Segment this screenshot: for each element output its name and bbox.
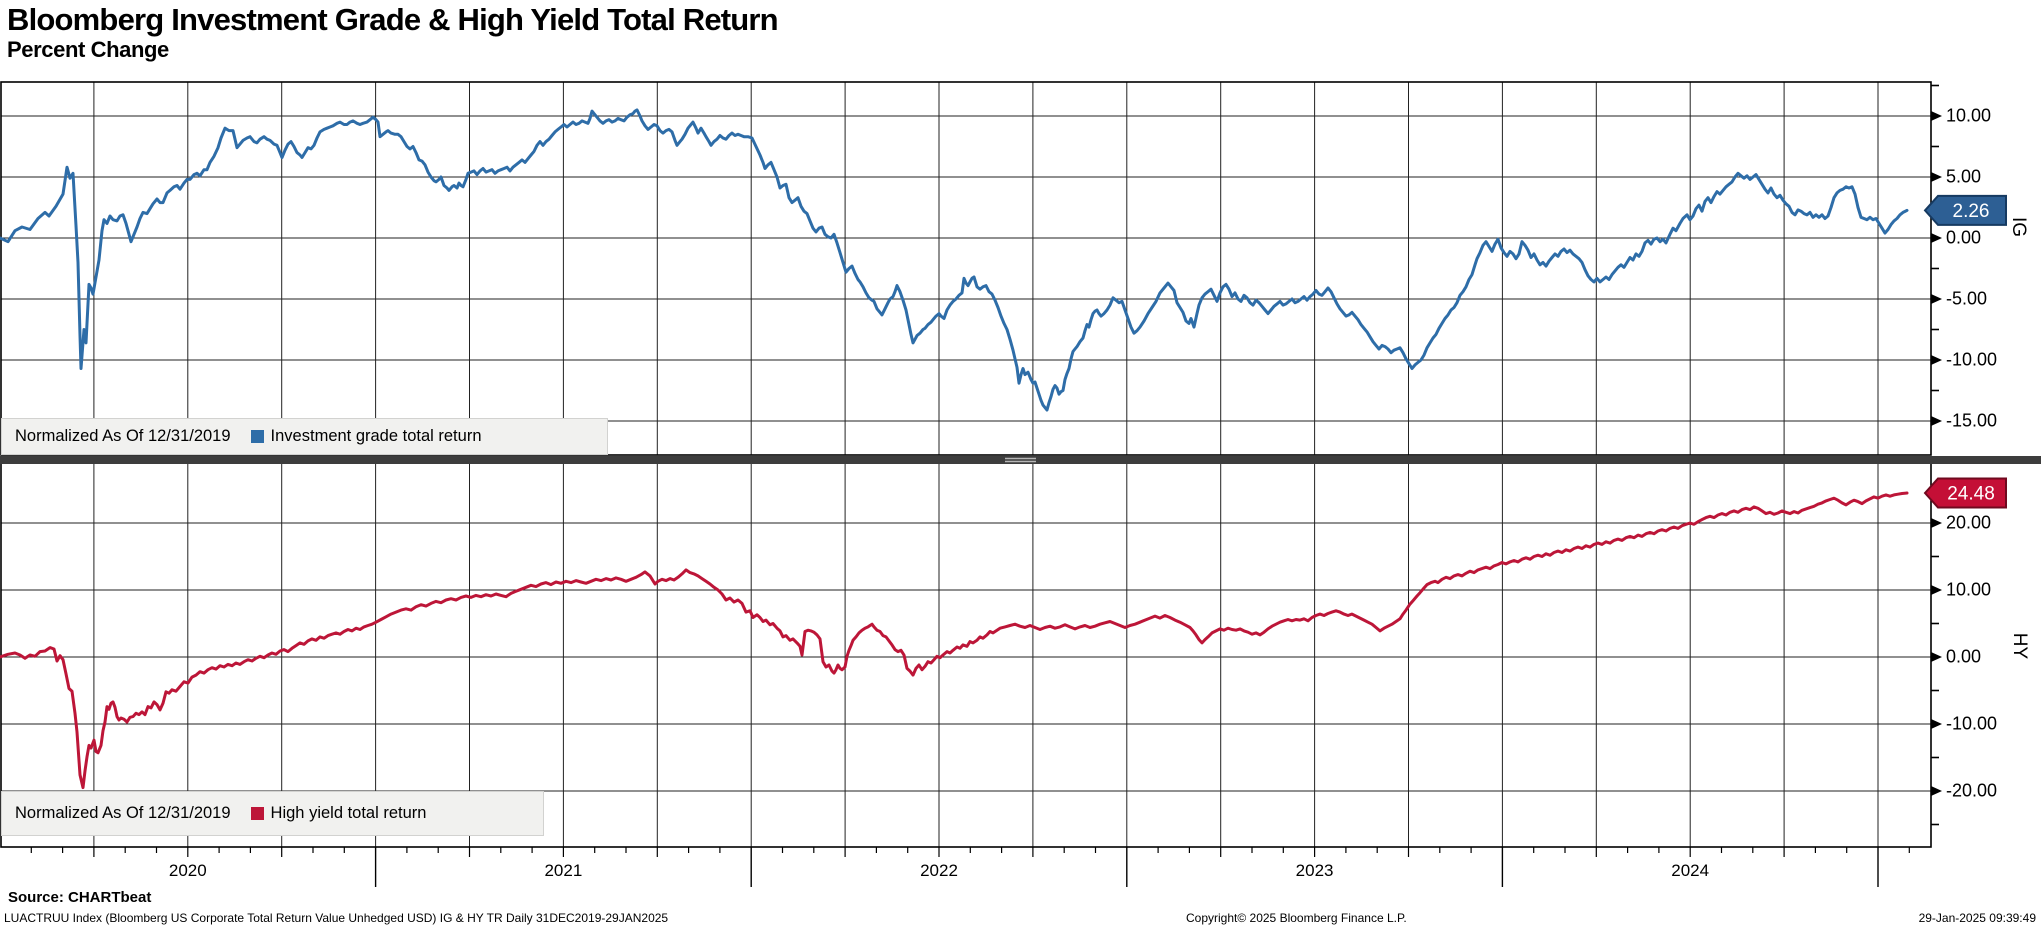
y-tick-arrow-icon — [1931, 233, 1942, 243]
copyright-notice: Copyright© 2025 Bloomberg Finance L.P. — [1186, 911, 1407, 925]
year-label-2021: 2021 — [544, 861, 583, 880]
ig-axis-label: IG — [2008, 216, 2030, 238]
y-tick-arrow-icon — [1931, 355, 1942, 365]
y-tick-arrow-icon — [1931, 111, 1942, 121]
y-tick-arrow-icon — [1931, 416, 1942, 426]
y-tick-label: 10.00 — [1946, 105, 1992, 126]
y-tick-arrow-icon — [1931, 172, 1942, 182]
timestamp: 29-Jan-2025 09:39:49 — [1918, 911, 2036, 925]
ig-panel-frame — [0, 81, 1932, 456]
year-label-2022: 2022 — [920, 861, 958, 880]
page-title: Bloomberg Investment Grade & High Yield … — [7, 2, 779, 37]
high-yield-swatch-icon — [250, 807, 264, 820]
hy-axis-label: HY — [2009, 632, 2031, 660]
index-disclaimer: LUACTRUU Index (Bloomberg US Corporate T… — [4, 911, 669, 925]
y-tick-label: 10.00 — [1946, 579, 1992, 600]
y-tick-label: 20.00 — [1946, 512, 1992, 533]
y-tick-arrow-icon — [1931, 786, 1942, 796]
hy-panel-frame — [0, 462, 1932, 848]
y-tick-label: -20.00 — [1946, 780, 1998, 801]
ig-last-value-badge — [1923, 194, 2007, 226]
y-tick-label: -10.00 — [1946, 713, 1998, 734]
y-tick-arrow-icon — [1931, 652, 1942, 662]
panel-divider — [0, 456, 2041, 464]
y-tick-label: -10.00 — [1946, 349, 1998, 370]
hy-last-value-badge — [1923, 477, 2007, 509]
y-tick-arrow-icon — [1931, 294, 1942, 304]
page-subtitle: Percent Change — [7, 37, 169, 62]
y-tick-label: 0.00 — [1946, 227, 1982, 248]
legend-label: Investment grade total return — [270, 427, 482, 445]
y-tick-arrow-icon — [1931, 719, 1942, 729]
legend-investment-grade: Normalized As Of 12/31/2019 Investment g… — [1, 418, 608, 455]
y-tick-arrow-icon — [1931, 585, 1942, 595]
y-tick-label: 0.00 — [1946, 646, 1982, 667]
source-line: Source: CHARTbeat — [8, 889, 152, 906]
investment-grade-swatch-icon — [250, 430, 264, 443]
hy-badge-value: 24.48 — [1947, 483, 1995, 504]
legend-high-yield: Normalized As Of 12/31/2019 High yield t… — [1, 791, 544, 836]
legend-label: High yield total return — [270, 804, 427, 822]
y-tick-arrow-icon — [1931, 518, 1942, 528]
year-label-2024: 2024 — [1671, 861, 1710, 880]
ig-series-line — [0, 108, 1909, 412]
y-tick-label: 5.00 — [1946, 166, 1982, 187]
y-tick-label: -15.00 — [1946, 410, 1998, 431]
hy-series-line — [0, 491, 1909, 790]
year-label-2020: 2020 — [168, 861, 207, 880]
y-tick-label: -5.00 — [1946, 288, 1988, 309]
year-label-2023: 2023 — [1295, 861, 1334, 880]
normalized-note: Normalized As Of 12/31/2019 — [15, 427, 231, 445]
normalized-note: Normalized As Of 12/31/2019 — [15, 804, 231, 822]
ig-badge-value: 2.26 — [1953, 201, 1990, 222]
